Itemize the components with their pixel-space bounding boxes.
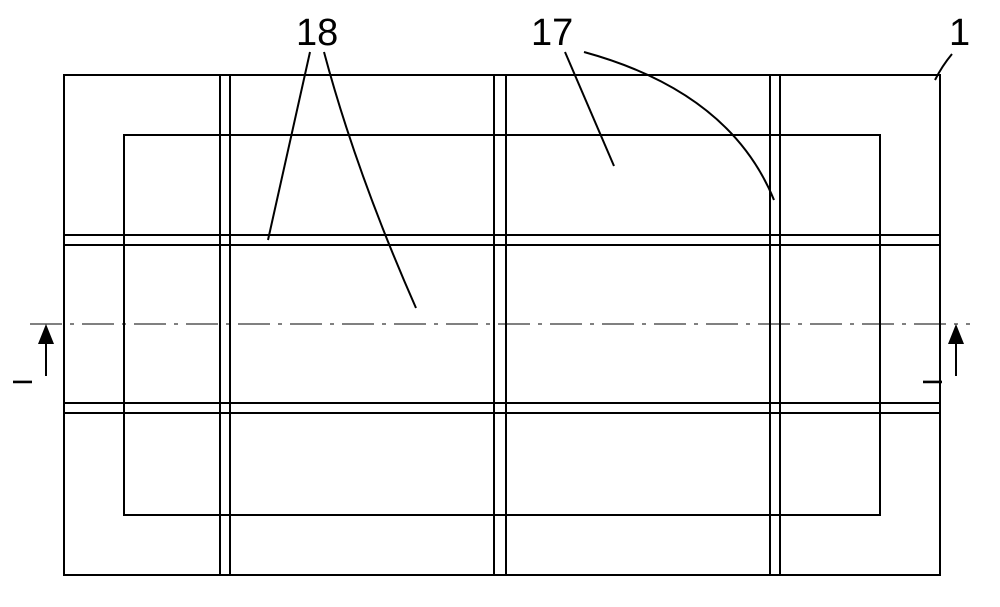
section-arrow-head-right <box>948 324 964 344</box>
leader-seventeen_a <box>565 52 614 166</box>
label-one: 1 <box>949 12 970 54</box>
diagram-canvas: I I 1 17 18 <box>0 0 1000 607</box>
section-letter-right: I <box>917 378 948 386</box>
label-eighteen: 18 <box>296 12 338 54</box>
leader-one <box>935 54 952 80</box>
label-seventeen: 17 <box>531 12 573 54</box>
section-letter-left: I <box>7 378 38 386</box>
section-arrow-head-left <box>38 324 54 344</box>
leader-eighteen_a <box>268 52 310 240</box>
leader-eighteen_b <box>324 52 416 308</box>
inner-rect <box>124 135 880 515</box>
outer-rect <box>64 75 940 575</box>
